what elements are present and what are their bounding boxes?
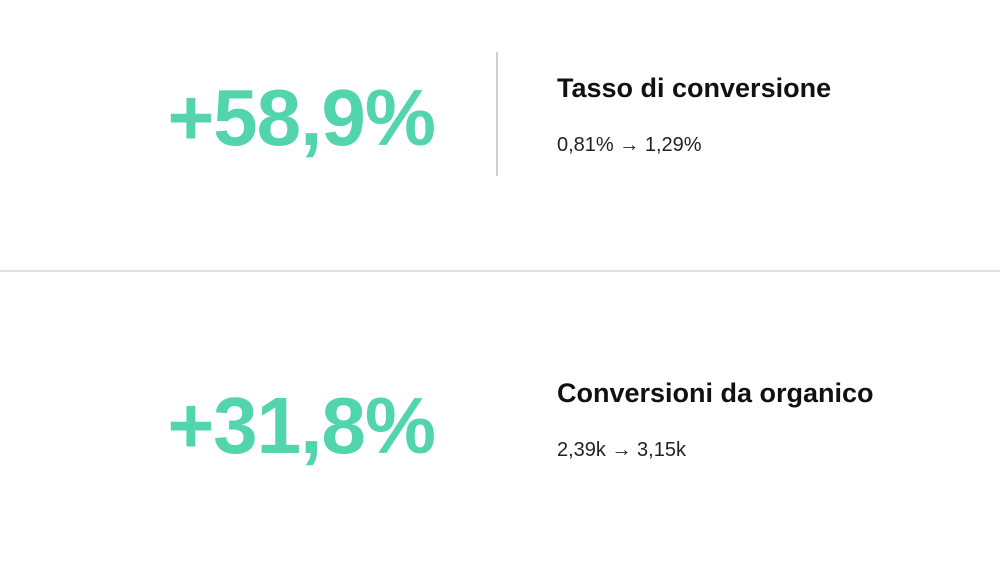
metric-change: 0,81% → 1,29% — [557, 134, 702, 156]
metric-title: Conversioni da organico — [557, 378, 874, 408]
metric-value: +31,8% — [167, 381, 436, 470]
horizontal-divider — [0, 270, 1000, 272]
vertical-divider — [496, 52, 498, 176]
metric-title: Tasso di conversione — [557, 73, 832, 103]
metric-change: 2,39k → 3,15k — [557, 439, 686, 461]
metric-value: +58,9% — [167, 73, 436, 162]
